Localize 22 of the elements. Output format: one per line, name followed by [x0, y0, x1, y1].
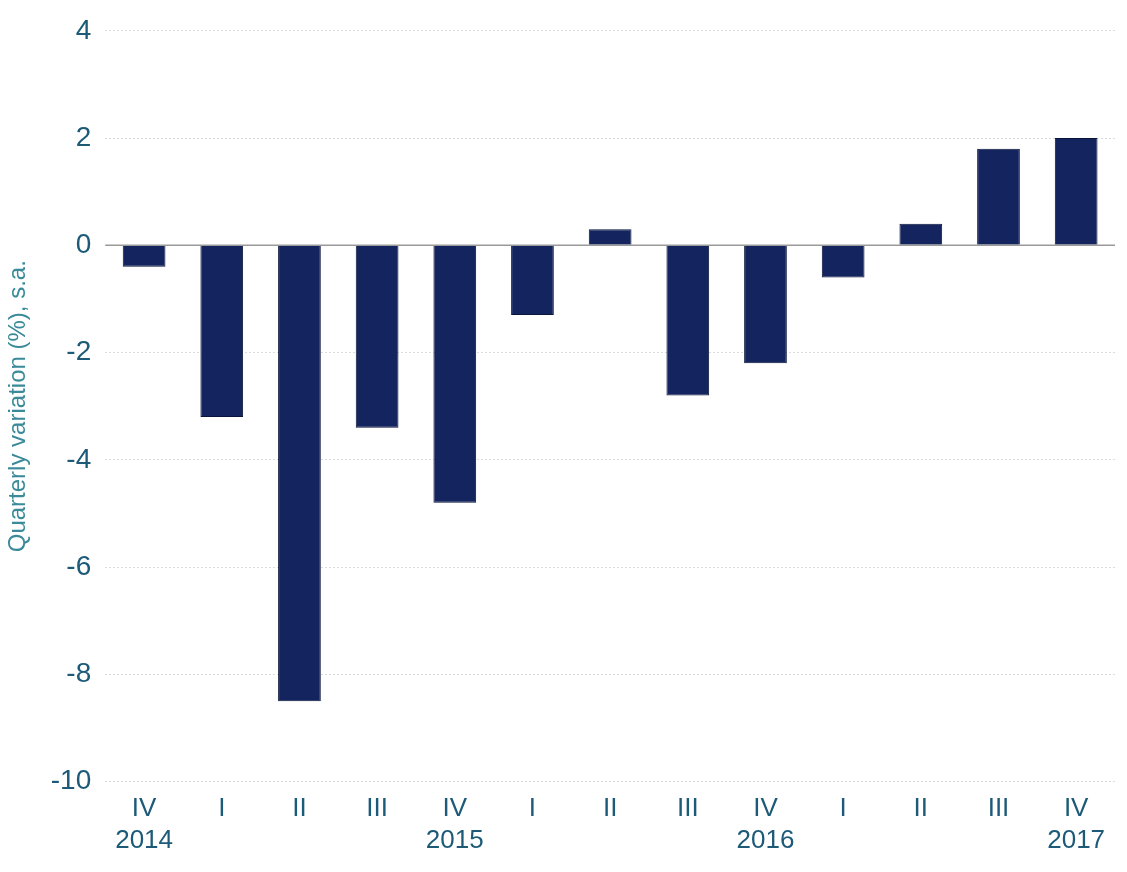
- x-tick-label: IV 2016: [736, 792, 795, 854]
- x-tick-label: III: [987, 792, 1010, 823]
- x-tick-label: III: [676, 792, 699, 823]
- x-tick-label: III: [366, 792, 388, 823]
- y-tick-label: -4: [66, 442, 92, 474]
- x-tick-label: IV 2014: [115, 792, 174, 854]
- x-tick-label: II: [292, 792, 307, 823]
- x-tick-label: IV 2015: [425, 792, 484, 854]
- x-tick-label: II: [913, 792, 929, 823]
- x-tick-label: II: [602, 792, 618, 823]
- x-tick-label: I: [218, 792, 226, 823]
- y-axis-title: Quarterly variation (%), s.a.: [3, 260, 31, 553]
- y-tick-label: -2: [66, 335, 92, 367]
- y-tick-label: 4: [75, 13, 92, 45]
- y-tick-label: -6: [66, 549, 92, 581]
- x-tick-label: I: [839, 792, 847, 823]
- x-tick-label: I: [528, 792, 537, 823]
- x-tick-label: IV 2017: [1047, 792, 1106, 854]
- y-tick-label: 2: [75, 120, 92, 152]
- y-tick-label: 0: [75, 228, 92, 260]
- y-tick-label: -10: [50, 764, 92, 796]
- y-tick-label: -8: [66, 657, 92, 689]
